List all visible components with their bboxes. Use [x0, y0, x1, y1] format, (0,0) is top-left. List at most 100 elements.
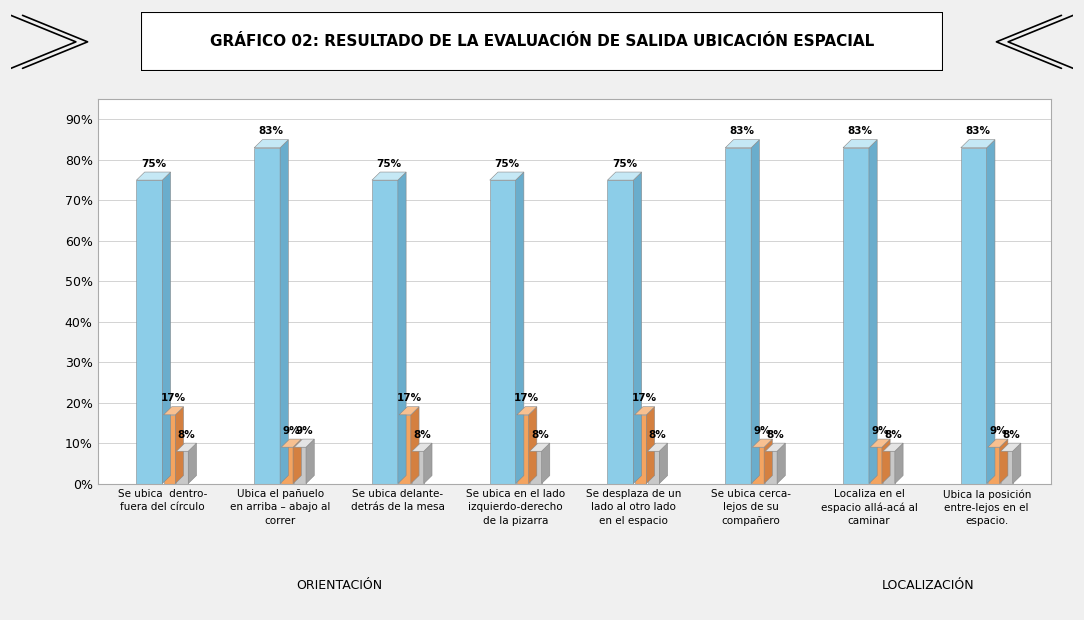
Text: 9%: 9%	[989, 426, 1007, 436]
Polygon shape	[646, 407, 655, 484]
Polygon shape	[189, 443, 196, 484]
Polygon shape	[530, 443, 550, 451]
Polygon shape	[869, 140, 877, 484]
Polygon shape	[137, 172, 170, 180]
Bar	[607, 180, 633, 484]
Bar	[883, 451, 895, 484]
Text: GRÁFICO 02: RESULTADO DE LA EVALUACIÓN DE SALIDA UBICACIÓN ESPACIAL: GRÁFICO 02: RESULTADO DE LA EVALUACIÓN D…	[210, 34, 874, 50]
Bar	[870, 447, 882, 484]
Text: 8%: 8%	[531, 430, 549, 440]
Polygon shape	[765, 443, 785, 451]
Polygon shape	[490, 172, 524, 180]
Bar	[517, 415, 529, 484]
Text: 83%: 83%	[730, 126, 754, 136]
Polygon shape	[882, 439, 890, 484]
Polygon shape	[659, 443, 668, 484]
Polygon shape	[999, 439, 1008, 484]
Polygon shape	[647, 443, 668, 451]
Bar	[399, 415, 411, 484]
Polygon shape	[1012, 443, 1021, 484]
Polygon shape	[177, 443, 196, 451]
Text: 75%: 75%	[376, 159, 401, 169]
Polygon shape	[412, 443, 433, 451]
Bar	[137, 180, 163, 484]
Bar	[254, 148, 280, 484]
Polygon shape	[634, 407, 655, 415]
Bar	[752, 447, 764, 484]
Text: 75%: 75%	[612, 159, 637, 169]
Polygon shape	[960, 140, 995, 148]
Polygon shape	[281, 439, 301, 447]
Text: LOCALIZACIÓN: LOCALIZACIÓN	[881, 580, 975, 592]
Text: 9%: 9%	[753, 426, 771, 436]
Polygon shape	[529, 407, 537, 484]
Polygon shape	[516, 172, 524, 484]
Polygon shape	[411, 407, 420, 484]
Bar	[164, 415, 176, 484]
Polygon shape	[633, 172, 642, 484]
Text: 83%: 83%	[848, 126, 873, 136]
Text: 9%: 9%	[283, 426, 300, 436]
Polygon shape	[988, 439, 1008, 447]
Polygon shape	[372, 172, 406, 180]
Bar	[765, 451, 777, 484]
Polygon shape	[752, 439, 773, 447]
Polygon shape	[517, 407, 537, 415]
Bar	[281, 447, 293, 484]
Text: 8%: 8%	[885, 430, 902, 440]
Text: 75%: 75%	[494, 159, 519, 169]
Bar	[177, 451, 189, 484]
Text: 8%: 8%	[648, 430, 667, 440]
Bar	[490, 180, 516, 484]
Text: 75%: 75%	[141, 159, 166, 169]
Polygon shape	[398, 172, 406, 484]
Text: 83%: 83%	[259, 126, 284, 136]
Polygon shape	[294, 439, 314, 447]
Polygon shape	[1001, 443, 1021, 451]
Polygon shape	[870, 439, 890, 447]
Text: 17%: 17%	[397, 394, 422, 404]
Text: 17%: 17%	[514, 394, 540, 404]
Bar	[960, 148, 986, 484]
Polygon shape	[883, 443, 903, 451]
Bar	[1001, 451, 1012, 484]
Polygon shape	[254, 140, 288, 148]
Polygon shape	[986, 140, 995, 484]
Bar	[412, 451, 424, 484]
Bar	[294, 447, 306, 484]
Polygon shape	[542, 443, 550, 484]
Polygon shape	[764, 439, 773, 484]
FancyBboxPatch shape	[141, 12, 943, 71]
Bar	[725, 148, 751, 484]
Polygon shape	[306, 439, 314, 484]
Polygon shape	[176, 407, 183, 484]
Polygon shape	[163, 172, 170, 484]
Polygon shape	[607, 172, 642, 180]
Polygon shape	[895, 443, 903, 484]
Bar	[843, 148, 869, 484]
Text: 8%: 8%	[766, 430, 784, 440]
Text: 9%: 9%	[872, 426, 889, 436]
Polygon shape	[399, 407, 420, 415]
Polygon shape	[293, 439, 301, 484]
Text: 17%: 17%	[632, 394, 657, 404]
Text: 8%: 8%	[413, 430, 430, 440]
Polygon shape	[843, 140, 877, 148]
Polygon shape	[280, 140, 288, 484]
Polygon shape	[777, 443, 785, 484]
Text: 17%: 17%	[160, 394, 186, 404]
Text: 83%: 83%	[966, 126, 991, 136]
Polygon shape	[424, 443, 433, 484]
Bar	[634, 415, 646, 484]
Text: 8%: 8%	[178, 430, 195, 440]
Text: ORIENTACIÓN: ORIENTACIÓN	[296, 580, 382, 592]
Bar	[530, 451, 542, 484]
Polygon shape	[751, 140, 760, 484]
Text: 8%: 8%	[1002, 430, 1020, 440]
Text: 9%: 9%	[296, 426, 313, 436]
Polygon shape	[164, 407, 183, 415]
Bar	[647, 451, 659, 484]
Bar	[988, 447, 999, 484]
Bar	[372, 180, 398, 484]
Polygon shape	[725, 140, 760, 148]
